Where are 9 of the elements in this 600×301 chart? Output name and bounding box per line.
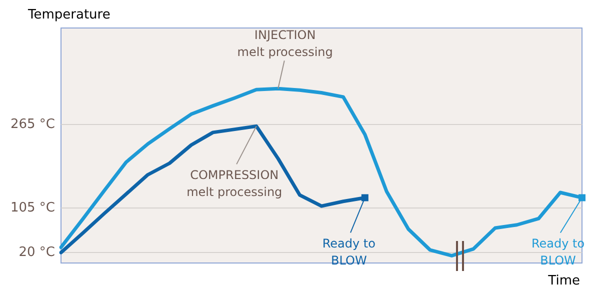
x-axis-title: Time [547, 273, 580, 288]
y-tick-label: 265 °C [10, 116, 55, 132]
y-tick-label: 20 °C [18, 244, 55, 260]
annotation: Ready to BLOW [531, 236, 585, 268]
annotation: INJECTION melt processing [237, 28, 333, 60]
y-axis-title: Temperature [27, 7, 110, 22]
annotation: COMPRESSION melt processing [186, 168, 282, 199]
annotation: Ready to BLOW [322, 236, 376, 268]
y-tick-label: 105 °C [10, 200, 55, 216]
